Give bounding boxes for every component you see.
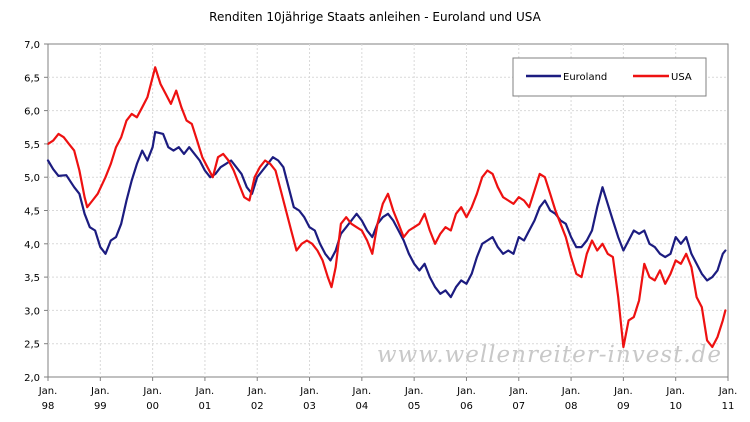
legend-label-euroland: Euroland xyxy=(563,72,607,83)
y-tick-label: 4,5 xyxy=(24,207,40,218)
y-tick-label: 2,0 xyxy=(24,373,40,384)
y-tick-label: 6,0 xyxy=(24,107,40,118)
legend-label-usa: USA xyxy=(671,72,692,83)
x-tick-label-year: 98 xyxy=(42,401,55,412)
y-tick-label: 7,0 xyxy=(24,40,40,51)
x-axis: Jan. 98 Jan. 99 Jan. 00 Jan. 01 Jan. 02 Jan. 03 Jan.… xyxy=(38,377,738,412)
x-tick-label-year: 09 xyxy=(617,401,630,412)
series-line-usa xyxy=(46,66,727,349)
x-tick-label-year: 03 xyxy=(303,401,316,412)
y-tick-label: 3,0 xyxy=(24,306,40,317)
y-axis: 7,0 6,5 6,0 5,5 5,0 4,5 4,0 3,5 3,0 2,5 2,0 xyxy=(24,40,48,384)
x-tick-label-year: 00 xyxy=(146,401,159,412)
x-tick-label-year: 06 xyxy=(460,401,473,412)
x-tick-label-month: Jan. xyxy=(561,386,581,397)
x-tick-label-month: Jan. xyxy=(90,386,110,397)
x-tick-label-year: 99 xyxy=(94,401,107,412)
x-tick-label-month: Jan. xyxy=(508,386,528,397)
x-tick-label-year: 10 xyxy=(669,401,682,412)
x-tick-label-month: Jan. xyxy=(665,386,685,397)
x-tick-label-month: Jan. xyxy=(352,386,372,397)
x-tick-label-month: Jan. xyxy=(299,386,319,397)
legend: Euroland USA xyxy=(512,57,707,97)
x-tick-label-year: 01 xyxy=(199,401,212,412)
x-tick-label-year: 02 xyxy=(251,401,264,412)
gridlines xyxy=(48,44,728,377)
watermark-text: www.wellenreiter-invest.de xyxy=(377,342,722,368)
x-tick-label-month: Jan. xyxy=(142,386,162,397)
x-tick-label-month: Jan. xyxy=(613,386,633,397)
x-tick-label-month: Jan. xyxy=(247,386,267,397)
series-line-euroland xyxy=(46,130,727,299)
y-tick-label: 5,0 xyxy=(24,173,40,184)
x-tick-label-month: Jan. xyxy=(718,386,738,397)
chart-title: Renditen 10jährige Staats anleihen - Eur… xyxy=(209,10,541,24)
plot-area: www.wellenreiter-invest.de xyxy=(46,43,729,378)
y-tick-label: 4,0 xyxy=(24,240,40,251)
y-tick-label: 5,5 xyxy=(24,140,40,151)
x-tick-label-month: Jan. xyxy=(404,386,424,397)
y-tick-label: 3,5 xyxy=(24,273,40,284)
y-tick-label: 2,5 xyxy=(24,340,40,351)
x-tick-label-month: Jan. xyxy=(195,386,215,397)
y-tick-label: 6,5 xyxy=(24,73,40,84)
x-tick-label-month: Jan. xyxy=(456,386,476,397)
series-group xyxy=(46,66,727,349)
x-tick-label-year: 08 xyxy=(565,401,578,412)
x-tick-label-year: 05 xyxy=(408,401,421,412)
x-tick-label-year: 11 xyxy=(722,401,735,412)
x-tick-label-year: 04 xyxy=(355,401,368,412)
x-tick-label-year: 07 xyxy=(512,401,525,412)
x-tick-label-month: Jan. xyxy=(38,386,58,397)
